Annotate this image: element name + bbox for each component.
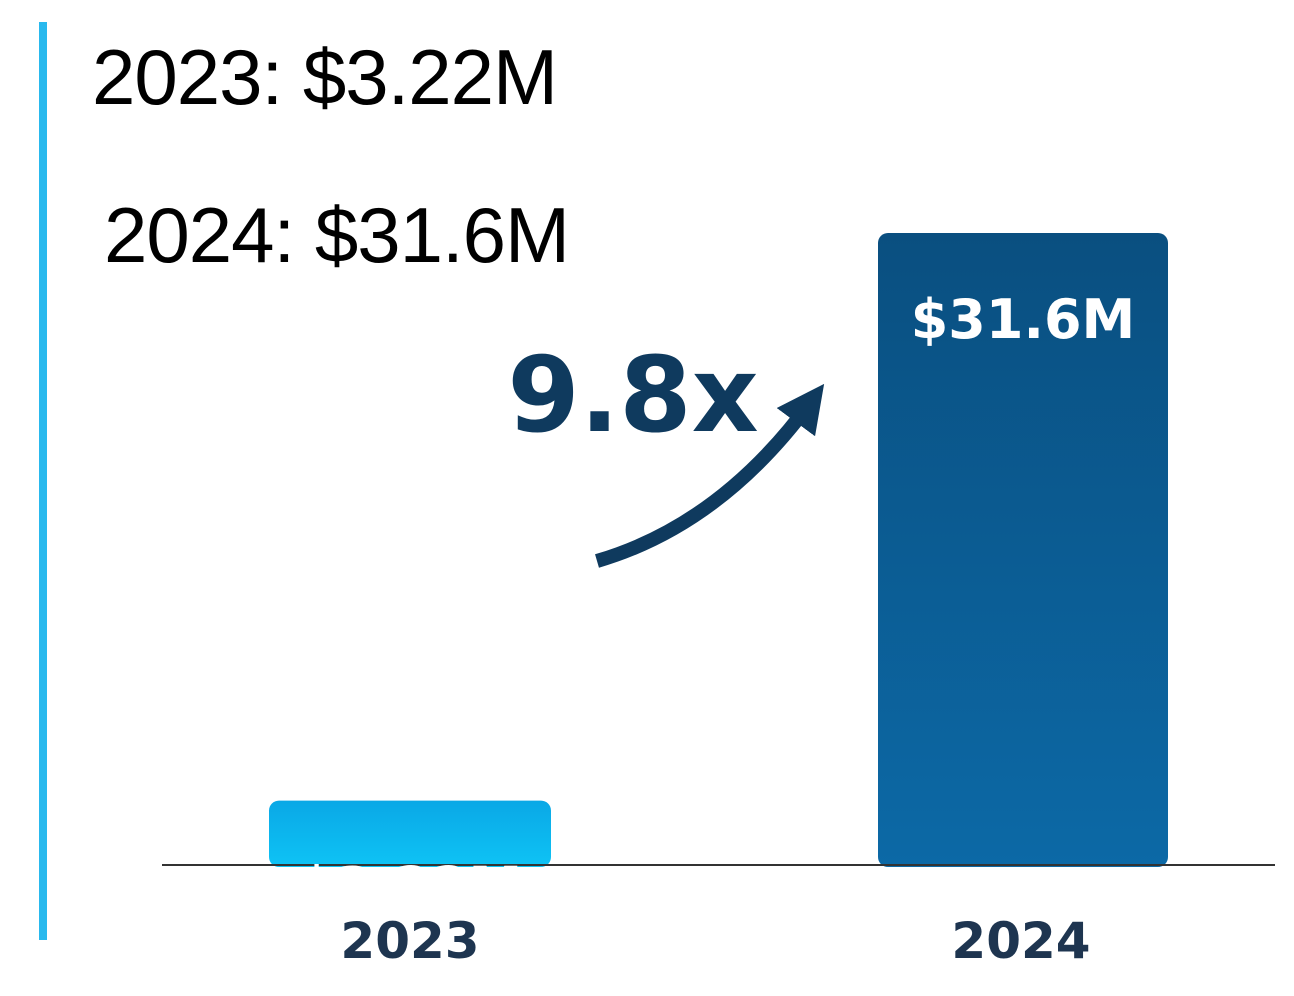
growth-arrow-icon (595, 383, 825, 568)
x-tick-2024: 2024 (951, 912, 1090, 970)
x-tick-2023: 2023 (340, 912, 479, 970)
bar-2024 (878, 233, 1168, 867)
bar-value-label-2023: $3.22M (298, 856, 523, 919)
bar-value-label-2024: $31.6M (911, 288, 1136, 351)
accent-bar (39, 22, 47, 940)
growth-multiplier: 9.8x (507, 334, 758, 456)
summary-2023: 2023: $3.22M (92, 33, 558, 121)
summary-2024: 2024: $31.6M (104, 191, 570, 279)
bar-2023 (269, 800, 551, 867)
